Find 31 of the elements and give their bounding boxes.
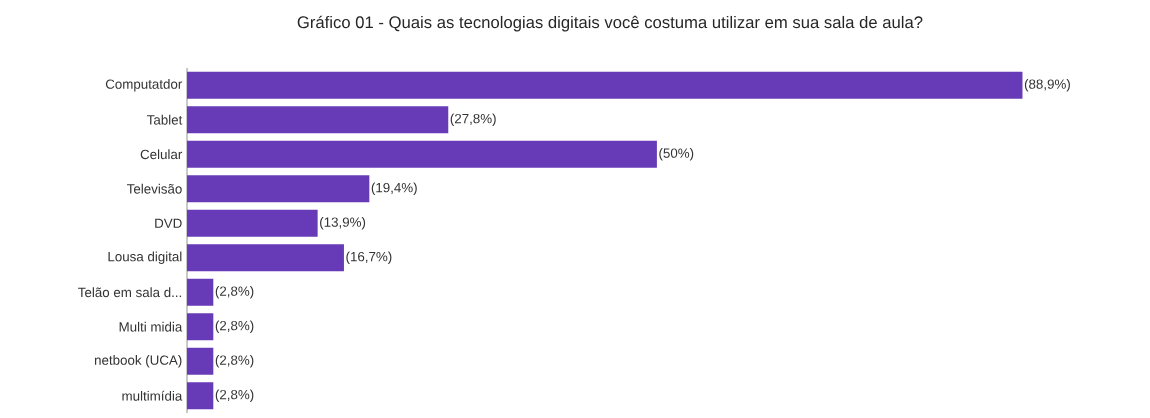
data-label: (16,7%) (346, 251, 392, 264)
data-label: (2,8%) (215, 355, 254, 368)
data-label: (2,8%) (215, 286, 254, 299)
data-label: (19,4%) (371, 182, 417, 195)
y-tick-label: Televisão (127, 183, 182, 194)
bar (187, 106, 449, 134)
chart-title: Gráfico 01 - Quais as tecnologias digitais você costuma utilizar em sua sala de aula? (297, 15, 923, 32)
data-label: (27,8%) (450, 113, 496, 126)
bar (187, 313, 214, 341)
data-label: (2,8%) (215, 320, 254, 333)
bar (187, 382, 214, 410)
bar (187, 140, 657, 168)
y-tick-label: Lousa digital (108, 251, 182, 264)
bar (187, 278, 214, 306)
data-label: (2,8%) (215, 389, 254, 402)
y-tick-label: multimídia (122, 390, 183, 401)
y-tick-label: Computatdor (105, 79, 183, 92)
bar (187, 347, 214, 375)
bar (187, 71, 1023, 99)
y-tick-label: DVD (155, 218, 182, 228)
bar (187, 209, 318, 237)
y-tick-label: Tablet (147, 114, 183, 125)
data-label: (13,9%) (320, 217, 366, 230)
y-tick-label: Celular (140, 149, 183, 160)
y-tick-label: Telão em sala d... (78, 287, 182, 298)
y-tick-label: netbook (UCA) (94, 355, 182, 368)
data-label: (50%) (659, 148, 694, 161)
bar (187, 175, 370, 203)
y-tick-label: Multi midia (119, 321, 183, 332)
data-label: (88,9%) (1024, 79, 1070, 92)
bar (187, 244, 344, 272)
